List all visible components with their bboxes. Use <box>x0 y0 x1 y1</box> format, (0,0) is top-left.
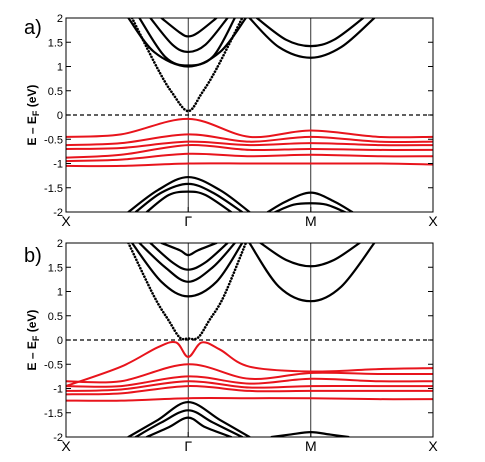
y-axis-title-unit: (eV) <box>25 310 39 336</box>
conduction-band-13 <box>127 175 251 212</box>
y-tick-label-7: 1.5 <box>48 262 63 274</box>
conduction-band-0 <box>127 243 248 341</box>
panel-b: -2 -1.5 -1 -0.5 0 0.5 1 1.5 2 X Γ M Xb) E – EF (eV) <box>24 238 438 454</box>
y-tick-label-3: -0.5 <box>44 134 63 146</box>
y-tick-label-0: -2 <box>53 207 63 219</box>
conduction-band-16 <box>270 431 350 437</box>
conduction-band-14 <box>134 182 244 212</box>
flat-band-12 <box>66 397 433 402</box>
x-tick-label-2: M <box>305 213 317 229</box>
x-tick-label-1: Γ <box>184 438 192 454</box>
y-tick-label-5: 0.5 <box>48 86 63 98</box>
flat-band-12 <box>66 162 433 168</box>
flat-band-10 <box>66 144 433 159</box>
conduction-band-15 <box>145 190 233 212</box>
y-tick-label-1: -1.5 <box>44 183 63 195</box>
panel-a: -2 -1.5 -1 -0.5 0 0.5 1 1.5 2 X Γ M Xa) E – EF (eV) <box>24 13 438 229</box>
flat-band-7 <box>66 117 433 139</box>
y-tick-label-2: -1 <box>53 384 63 396</box>
y-tick-label-4: 0 <box>57 110 63 122</box>
conduction-band-5 <box>248 18 376 59</box>
conduction-band-2 <box>138 18 236 67</box>
bands-group <box>66 243 433 437</box>
y-axis-title-unit: (eV) <box>25 85 39 111</box>
conduction-band-3 <box>149 243 229 271</box>
conduction-band-6 <box>259 243 361 268</box>
y-axis-title: E – EF (eV) <box>25 85 41 146</box>
y-axis-title-main: E – E <box>25 116 39 145</box>
conduction-band-1 <box>130 243 244 298</box>
flat-band-11 <box>66 152 433 163</box>
conduction-band-15 <box>145 416 233 437</box>
x-tick-label-0: X <box>61 438 71 454</box>
conduction-band-13 <box>127 400 251 437</box>
y-tick-label-1: -1.5 <box>44 408 63 420</box>
conduction-band-0 <box>130 18 244 113</box>
y-tick-label-7: 1.5 <box>48 37 63 49</box>
flat-band-8 <box>66 133 433 147</box>
x-tick-label-3: X <box>428 438 438 454</box>
bands-group <box>66 18 433 212</box>
conduction-band-4 <box>160 243 218 257</box>
flat-band-9 <box>66 140 433 150</box>
conduction-band-17 <box>274 202 347 212</box>
y-tick-label-8: 2 <box>57 238 63 250</box>
y-tick-label-6: 1 <box>57 62 63 74</box>
x-tick-label-0: X <box>61 213 71 229</box>
y-axis-title-main: E – E <box>25 341 39 370</box>
flat-band-10 <box>66 380 433 392</box>
x-tick-label-2: M <box>305 438 317 454</box>
conduction-band-14 <box>134 409 244 437</box>
conduction-band-4 <box>160 18 218 38</box>
y-tick-label-5: 0.5 <box>48 311 63 323</box>
y-tick-label-2: -1 <box>53 159 63 171</box>
y-tick-label-8: 2 <box>57 13 63 25</box>
conduction-band-2 <box>138 243 236 283</box>
y-tick-label-4: 0 <box>57 335 63 347</box>
conduction-band-3 <box>149 18 229 54</box>
conduction-band-6 <box>255 18 365 48</box>
flat-band-11 <box>66 385 433 396</box>
flat-band-7 <box>66 340 433 388</box>
conduction-band-1 <box>127 18 247 68</box>
panel-label: b) <box>24 245 42 267</box>
y-tick-label-6: 1 <box>57 287 63 299</box>
y-axis-title: E – EF (eV) <box>25 310 41 371</box>
flat-band-8 <box>66 363 433 384</box>
panel-label: a) <box>24 17 42 39</box>
x-tick-label-3: X <box>428 213 438 229</box>
y-axis-title-sub: F <box>31 335 41 341</box>
conduction-band-5 <box>248 243 376 303</box>
conduction-band-16 <box>266 191 354 212</box>
y-tick-label-3: -0.5 <box>44 359 63 371</box>
x-tick-label-1: Γ <box>184 213 192 229</box>
y-axis-title-sub: F <box>31 110 41 116</box>
flat-band-9 <box>66 375 433 388</box>
y-tick-label-0: -2 <box>53 432 63 444</box>
